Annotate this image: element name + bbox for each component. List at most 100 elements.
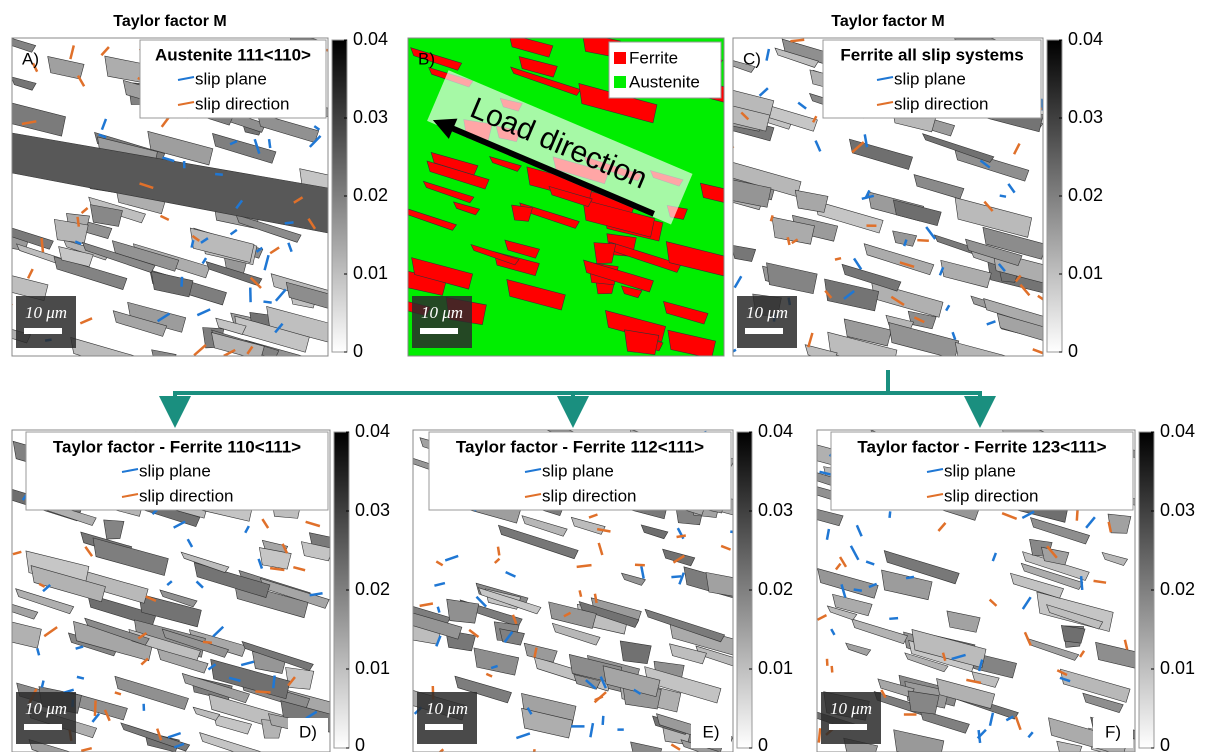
- legend-label: Ferrite: [629, 48, 678, 67]
- grain: [826, 605, 858, 621]
- colorbar-tick-label: 0.01: [1068, 263, 1103, 283]
- grain: [1060, 625, 1086, 644]
- panel-label: A): [22, 49, 39, 68]
- legend-swatch: [614, 76, 626, 88]
- slip-arrow: [215, 172, 223, 177]
- grain: [892, 199, 942, 226]
- grain: [881, 569, 933, 601]
- slip-arrow: [40, 680, 45, 688]
- slip-arrow: [191, 234, 201, 242]
- legend-arrow: [524, 468, 542, 473]
- grain: [954, 341, 1008, 356]
- slip-arrow: [791, 238, 799, 245]
- grain: [848, 138, 913, 170]
- slip-arrow: [533, 647, 538, 658]
- grain: [888, 322, 960, 356]
- panel: 10 μm F) Taylor factor - Ferrite 123<111> s…: [816, 421, 1195, 752]
- grain: [258, 547, 292, 570]
- slip-arrow: [830, 665, 834, 673]
- grain: [199, 732, 263, 752]
- slip-arrow: [730, 530, 733, 534]
- colorbar-tick-label: 0.02: [1068, 185, 1103, 205]
- slip-arrow: [244, 525, 250, 534]
- slip-arrow: [640, 565, 645, 579]
- grain: [111, 240, 180, 272]
- slip-arrow: [156, 728, 163, 741]
- slip-arrow: [1019, 283, 1031, 297]
- scale-bar-box: [412, 296, 472, 348]
- panel-label: F): [1105, 722, 1121, 741]
- grain: [523, 642, 558, 663]
- scale-bar: [745, 328, 783, 334]
- panel: 10 μm C) Ferrite all slip systems slip plan…: [732, 29, 1103, 361]
- scale-bar: [420, 328, 458, 334]
- slip-arrow: [797, 101, 807, 110]
- panel: 10 μm E) Taylor factor - Ferrite 112<111> s…: [412, 421, 793, 752]
- grain: [473, 647, 520, 676]
- grain: [1095, 641, 1135, 669]
- grain: [1056, 740, 1083, 752]
- slip-arrow: [434, 581, 446, 587]
- slip-arrow: [293, 566, 306, 572]
- legend-arrow: [524, 493, 542, 498]
- slip-arrow: [267, 138, 272, 149]
- grain: [583, 259, 654, 293]
- grain: [851, 618, 908, 645]
- slip-arrow: [588, 513, 598, 519]
- grain: [845, 642, 872, 656]
- colorbar-tick-label: 0.03: [355, 500, 390, 520]
- colorbar-tick-label: 0.02: [758, 579, 793, 599]
- colorbar-tick-label: 0: [1160, 735, 1170, 752]
- slip-arrow: [284, 221, 294, 225]
- panel-label: D): [299, 722, 317, 741]
- legend-box: [830, 431, 1134, 511]
- grain: [215, 317, 247, 335]
- grain: [548, 185, 593, 207]
- grain: [863, 243, 935, 276]
- slip-arrow: [272, 675, 276, 689]
- slip-arrow: [596, 527, 611, 533]
- legend-label: slip direction: [944, 486, 1039, 505]
- grain: [509, 38, 554, 58]
- slip-arrow: [880, 689, 887, 699]
- legend-title: Taylor factor - Ferrite 112<111>: [456, 437, 704, 456]
- grain: [794, 189, 829, 213]
- grain: [774, 47, 819, 68]
- slip-arrow: [865, 560, 875, 566]
- slip-arrow: [274, 288, 287, 302]
- slip-arrow: [98, 133, 107, 139]
- grain: [489, 156, 522, 172]
- legend-arrow: [926, 493, 944, 498]
- slip-arrow: [137, 631, 148, 640]
- legend-arrow: [177, 76, 195, 81]
- slip-arrow: [597, 542, 604, 556]
- slip-arrow: [75, 645, 84, 650]
- slip-arrow: [1023, 631, 1032, 647]
- grain: [157, 648, 209, 674]
- slip-arrow: [585, 679, 597, 690]
- grain: [630, 741, 663, 752]
- grain: [1046, 604, 1104, 630]
- panel: 10 μm A) Austenite 111<110> slip plane slip …: [11, 29, 388, 361]
- grain: [408, 208, 457, 231]
- legend-box: [139, 39, 327, 119]
- slip-arrow: [733, 145, 735, 149]
- grain: [766, 262, 818, 294]
- panel-label-box: [691, 718, 731, 748]
- grain: [921, 133, 995, 163]
- grain: [804, 344, 838, 356]
- legend-label: slip plane: [542, 461, 614, 480]
- map-frame: [816, 429, 1136, 752]
- grain: [92, 537, 169, 576]
- colorbar-tick-label: 0.03: [758, 500, 793, 520]
- slip-arrow: [287, 676, 296, 687]
- panel-label-box: [288, 718, 328, 748]
- map-frame: [412, 429, 734, 752]
- slip-arrow: [419, 602, 434, 608]
- grain: [114, 675, 189, 710]
- grain: [624, 329, 660, 355]
- slip-arrow: [305, 710, 318, 720]
- slip-arrow: [834, 562, 842, 571]
- slip-arrow: [977, 729, 982, 744]
- slip-arrow: [93, 700, 97, 716]
